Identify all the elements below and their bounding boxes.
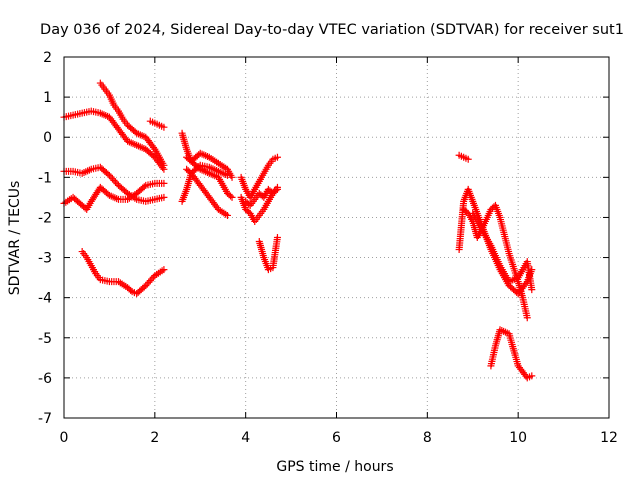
data-point: [110, 176, 118, 184]
data-point: [273, 183, 281, 191]
y-tick-label: -5: [38, 331, 52, 347]
y-tick-label: 2: [43, 50, 52, 66]
series-s6: [146, 117, 168, 131]
x-tick-label: 6: [332, 430, 341, 446]
data-point: [224, 211, 231, 219]
series-s18: [469, 209, 536, 294]
x-axis-label: GPS time / hours: [276, 459, 393, 475]
data-point: [228, 173, 236, 181]
data-point: [142, 282, 150, 290]
data-point: [111, 178, 119, 186]
data-point: [160, 123, 168, 131]
data-point: [104, 170, 112, 178]
grid-lines: [64, 57, 609, 418]
x-tick-label: 12: [600, 430, 618, 446]
data-point: [522, 372, 530, 380]
data-marks: [60, 79, 536, 382]
series-s8: [178, 161, 231, 205]
data-point: [150, 144, 158, 152]
y-axis-label: SDTVAR / TECUs: [7, 181, 23, 296]
series-s9: [183, 165, 231, 219]
series-s11: [237, 153, 281, 201]
y-tick-label: 0: [43, 130, 52, 146]
data-point: [140, 183, 148, 191]
data-point: [140, 283, 148, 291]
chart-title: Day 036 of 2024, Sidereal Day-to-day VTE…: [40, 22, 624, 38]
data-point: [267, 188, 275, 196]
series-s15: [455, 151, 472, 163]
series-s19: [487, 326, 536, 382]
data-point: [145, 278, 153, 286]
series-s1: [60, 107, 168, 173]
series-s14: [255, 234, 281, 274]
data-point: [146, 277, 154, 285]
data-point: [464, 155, 472, 163]
data-point: [105, 171, 113, 179]
y-tick-label: -2: [38, 210, 52, 226]
x-tick-label: 8: [423, 430, 432, 446]
data-point: [528, 372, 536, 380]
data-point: [160, 161, 168, 169]
y-tick-label: -1: [38, 170, 52, 186]
data-point: [224, 171, 231, 179]
data-point: [113, 180, 121, 188]
data-point: [160, 193, 168, 201]
series-s10: [183, 153, 236, 201]
data-point: [273, 234, 281, 241]
x-tick-label: 10: [509, 430, 527, 446]
x-tick-label: 2: [150, 430, 159, 446]
x-tick-label: 4: [241, 430, 250, 446]
data-point: [160, 179, 168, 187]
series-s5: [78, 248, 168, 298]
series-s13: [242, 183, 281, 209]
y-tick-label: 1: [43, 90, 52, 106]
data-point: [528, 286, 536, 294]
y-tick-label: -6: [38, 371, 52, 387]
y-tick-label: -3: [38, 251, 52, 267]
data-point: [245, 200, 253, 208]
series-s4: [60, 179, 168, 213]
y-tick-label: -7: [38, 411, 52, 427]
x-tick-label: 0: [60, 430, 69, 446]
y-tick-label: -4: [38, 291, 52, 307]
data-point: [108, 175, 116, 183]
data-point: [273, 153, 281, 161]
series-s2: [96, 79, 168, 169]
data-point: [107, 173, 115, 181]
data-point: [227, 192, 235, 200]
data-point: [228, 193, 236, 201]
series-s3: [60, 163, 168, 205]
data-point: [127, 286, 135, 294]
series-s17: [460, 201, 531, 322]
data-point: [148, 275, 156, 283]
data-point: [160, 266, 168, 274]
data-point: [523, 314, 531, 322]
data-point: [143, 280, 151, 288]
